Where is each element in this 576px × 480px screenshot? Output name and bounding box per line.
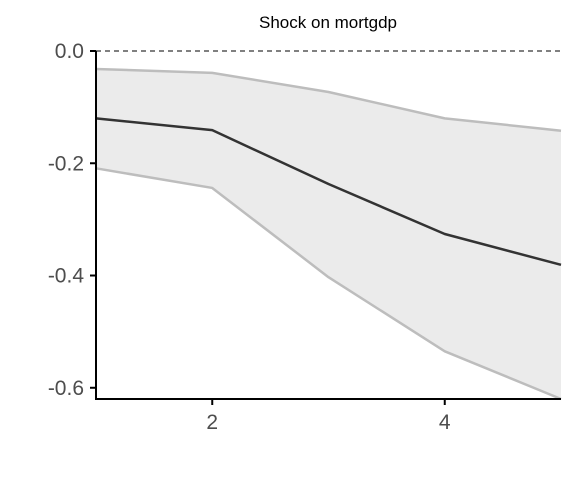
estimate-line: [95, 117, 562, 267]
y-tick-label: -0.2: [48, 152, 84, 175]
y-tick-label: 0.0: [55, 40, 84, 63]
confidence-band-layer: [96, 50, 561, 399]
y-tick-label: -0.4: [48, 265, 85, 288]
y-tick-label: -0.6: [48, 377, 84, 400]
series-line-layer: [95, 67, 562, 401]
x-tick-label: 4: [439, 411, 451, 434]
upper-bound-line: [95, 67, 562, 132]
confidence-band: [96, 68, 561, 399]
chart-title: Shock on mortgdp: [259, 13, 397, 32]
lower-bound-line: [95, 167, 562, 401]
x-tick-label: 2: [206, 411, 218, 434]
axes-layer: [95, 51, 561, 400]
tick-layer: 0.0 -0.2 -0.4 -0.6 2 4: [48, 40, 451, 434]
